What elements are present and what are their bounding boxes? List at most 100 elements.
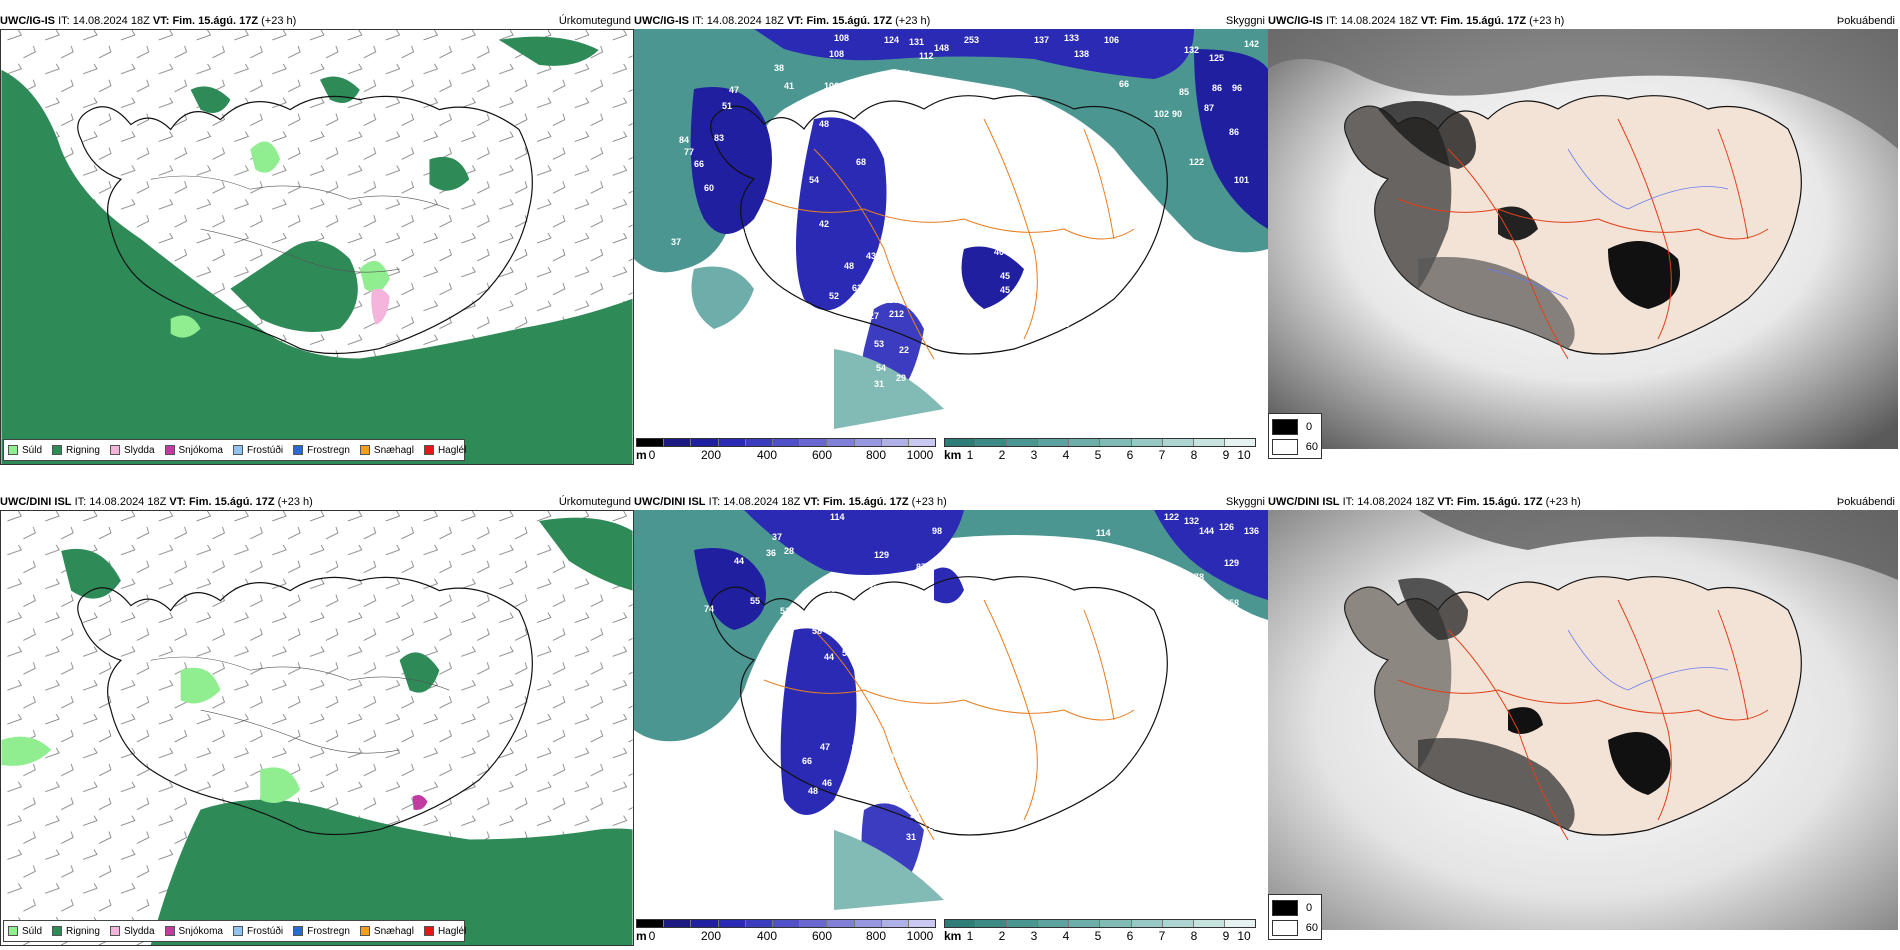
visibility-label: 78 [1194, 572, 1204, 582]
visibility-label: 124 [884, 35, 899, 45]
legend-swatch [423, 926, 434, 936]
visibility-label: 106 [1104, 35, 1119, 45]
legend-swatch [164, 926, 175, 936]
visibility-label: 58 [812, 626, 822, 636]
panel-header: UWC/IG-IS IT: 14.08.2024 18Z VT: Fim. 15… [1268, 13, 1898, 29]
visibility-label: 94 [1059, 299, 1069, 309]
visibility-label: 31 [874, 379, 884, 389]
visibility-label: 121 [884, 91, 899, 101]
legend-swatch [52, 926, 63, 936]
visibility-label: 114 [830, 512, 845, 522]
visibility-label: 29 [896, 373, 906, 383]
lead-time: (+23 h) [261, 15, 297, 27]
visibility-tick: 3 [1030, 448, 1038, 462]
panel-title: Úrkomutegund [558, 15, 631, 27]
visibility-colorbar-cells [944, 919, 1256, 928]
visibility-label: 66 [802, 756, 812, 766]
visibility-panel-bottom: UWC/DINI ISL IT: 14.08.2024 18Z VT: Fim.… [634, 494, 1268, 946]
visibility-label: 84 [808, 345, 818, 355]
visibility-label: 85 [1179, 87, 1189, 97]
legend-item: Haglél [423, 444, 467, 456]
legend-swatch [423, 445, 434, 455]
visibility-label: 50 [934, 159, 944, 169]
ceiling-tick: 0 [648, 448, 656, 462]
vt-value: Fim. 15.ágú. 17Z [806, 15, 893, 27]
visibility-label: 138 [1074, 49, 1089, 59]
vt-label: VT: [803, 496, 820, 508]
visibility-tick: 7 [1158, 448, 1166, 462]
visibility-map: 108 124 131 148 253 137 133 106 132 125 … [634, 29, 1268, 449]
legend-label: Frostregn [307, 925, 350, 937]
it-value: 14.08.2024 18Z [1340, 15, 1418, 27]
visibility-label: 47 [820, 742, 830, 752]
visibility-label: 48 [819, 119, 829, 129]
legend-label: Haglél [437, 444, 467, 456]
visibility-label: 86 [1229, 127, 1239, 137]
visibility-label: 122 [1164, 512, 1179, 522]
ceiling-ticks: 0 200 400 600 800 1000 [636, 447, 936, 462]
legend-label: Rigning [66, 925, 100, 937]
vt-value: Fim. 15.ágú. 17Z [1456, 496, 1543, 508]
vt-value: Fim. 15.ágú. 17Z [1440, 15, 1527, 27]
visibility-label: 94 [886, 768, 896, 778]
legend-label: Rigning [66, 444, 100, 456]
visibility-tick: 1 [966, 929, 974, 943]
visibility-label: 20 [1016, 728, 1026, 738]
it-label: IT: [692, 15, 704, 27]
visibility-label: 38 [910, 810, 920, 820]
visibility-label: 142 [1244, 39, 1259, 49]
visibility-label: 114 [1096, 528, 1111, 538]
visibility-label: 27 [928, 822, 938, 832]
visibility-label: 72 [789, 125, 799, 135]
fog-map [1268, 29, 1898, 449]
model-name: UWC/DINI ISL [0, 496, 72, 508]
visibility-label: 67 [926, 760, 936, 770]
visibility-label: 46 [926, 798, 936, 808]
legend-item: Frostregn [293, 445, 350, 456]
fog-legend-bottom: 0 60 [1268, 894, 1322, 940]
visibility-tick: 9 [1222, 929, 1230, 943]
visibility-label: 132 [1184, 45, 1199, 55]
visibility-unit: km [944, 448, 962, 462]
ceiling-tick: 0 [648, 929, 656, 943]
visibility-label: 68 [856, 157, 866, 167]
visibility-label: 40 [994, 247, 1004, 257]
precip-map [0, 29, 634, 465]
fog-panel-bottom: UWC/DINI ISL IT: 14.08.2024 18Z VT: Fim.… [1268, 494, 1900, 946]
it-label: IT: [1326, 15, 1338, 27]
lead-time: (+23 h) [1529, 15, 1565, 27]
panel-header: UWC/DINI ISL IT: 14.08.2024 18Z VT: Fim.… [1268, 494, 1898, 510]
panel-title: Skyggni [1225, 15, 1265, 27]
visibility-label: 54 [809, 175, 819, 185]
it-label: IT: [1342, 496, 1355, 508]
precip-legend: Súld Rigning Slydda Snjókoma Frostúði Fr… [3, 920, 466, 942]
visibility-label: 112 [919, 51, 934, 61]
panel-header: UWC/DINI ISL IT: 14.08.2024 18Z VT: Fim.… [0, 494, 634, 510]
fog-legend-item: 0 [1272, 417, 1318, 437]
visibility-label: 253 [964, 35, 979, 45]
visibility-label: 127 [1232, 614, 1247, 624]
visibility-label: 98 [932, 526, 942, 536]
visibility-tick: 2 [998, 448, 1006, 462]
visibility-label: 46 [858, 718, 868, 728]
ceiling-ticks: 0 200 400 600 800 1000 [636, 928, 936, 943]
visibility-tick: 3 [1030, 929, 1038, 943]
fog-legend-top: 0 60 [1268, 413, 1322, 459]
visibility-label: 171 [896, 69, 911, 79]
ceiling-colorbar-cells [636, 919, 936, 928]
visibility-label: 53 [874, 339, 884, 349]
vt-label: VT: [152, 15, 170, 27]
ceiling-colorbar-cells [636, 438, 936, 447]
visibility-label: 136 [1244, 526, 1259, 536]
vt-value: Fim. 15.ágú. 17Z [822, 496, 909, 508]
ceiling-colorbar: m 0 200 400 600 800 1000 [636, 438, 936, 462]
visibility-label: 125 [1209, 53, 1224, 63]
ceiling-tick: 600 [811, 448, 833, 462]
visibility-label: 129 [1224, 558, 1239, 568]
visibility-label: 558 [1224, 598, 1239, 608]
visibility-label: 52 [829, 291, 839, 301]
visibility-tick: 1 [966, 448, 974, 462]
visibility-label: 122 [1189, 157, 1204, 167]
visibility-label: 84 [679, 135, 689, 145]
legend-item: Rigning [52, 926, 100, 937]
